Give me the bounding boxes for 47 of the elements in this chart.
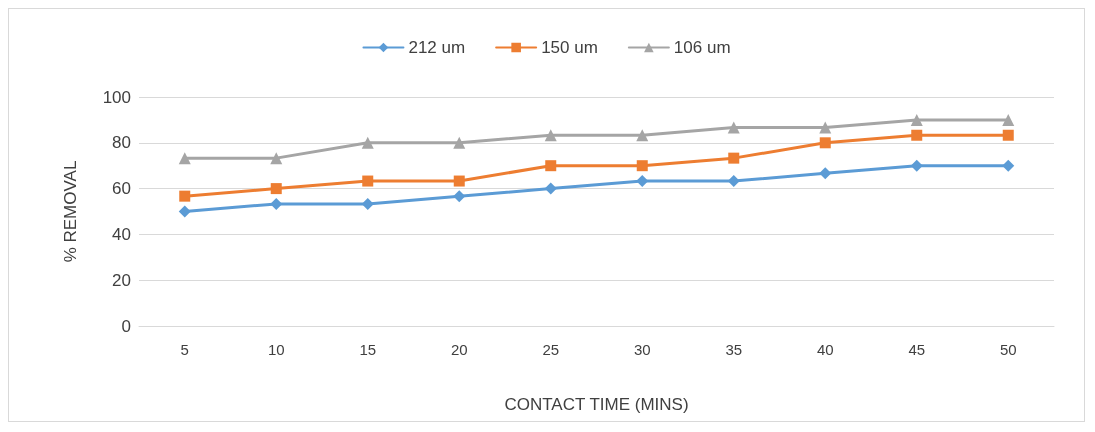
point (453, 136, 466, 149)
point (453, 175, 465, 187)
point (728, 152, 740, 164)
point (636, 129, 649, 142)
y-tick-label: 20 (112, 270, 131, 290)
point (1002, 129, 1014, 141)
x-tick-label: 50 (999, 341, 1017, 358)
x-tick-label: 30 (633, 341, 651, 358)
point (1002, 113, 1015, 126)
y-tick-label: 80 (112, 133, 131, 153)
point (361, 136, 374, 149)
x-tick-label: 35 (725, 341, 743, 358)
x-tick-label: 25 (542, 341, 560, 358)
y-tick-label: 60 (112, 179, 131, 199)
point (362, 175, 374, 187)
legend-label: 212 um (408, 38, 466, 57)
point (544, 182, 557, 195)
point (545, 160, 557, 172)
x-tick-label: 45 (908, 341, 926, 358)
point (727, 121, 740, 134)
x-axis-title: CONTACT TIME (MINS) (504, 395, 689, 414)
point (179, 190, 191, 202)
y-tick-label: 100 (102, 87, 131, 107)
point (544, 129, 557, 142)
point (270, 183, 282, 195)
x-tick-label: 20 (450, 341, 468, 358)
point (1002, 159, 1015, 172)
y-axis-title: % REMOVAL (61, 160, 80, 263)
point (910, 113, 923, 126)
legend-label: 150 um (541, 38, 598, 57)
point (270, 152, 283, 165)
point (819, 167, 832, 180)
legend-label: 106 um (673, 38, 731, 57)
x-tick-label: 10 (267, 341, 285, 358)
point (178, 152, 191, 165)
point (636, 160, 648, 172)
x-tick-label: 15 (359, 341, 377, 358)
point (178, 205, 191, 218)
point (819, 121, 832, 134)
point (453, 190, 466, 203)
y-tick-label: 40 (112, 224, 131, 244)
point (819, 137, 831, 149)
point (910, 159, 923, 172)
x-tick-label: 40 (816, 341, 834, 358)
y-tick-label: 0 (121, 316, 131, 336)
point (911, 129, 923, 141)
x-tick-label: 5 (180, 341, 189, 358)
